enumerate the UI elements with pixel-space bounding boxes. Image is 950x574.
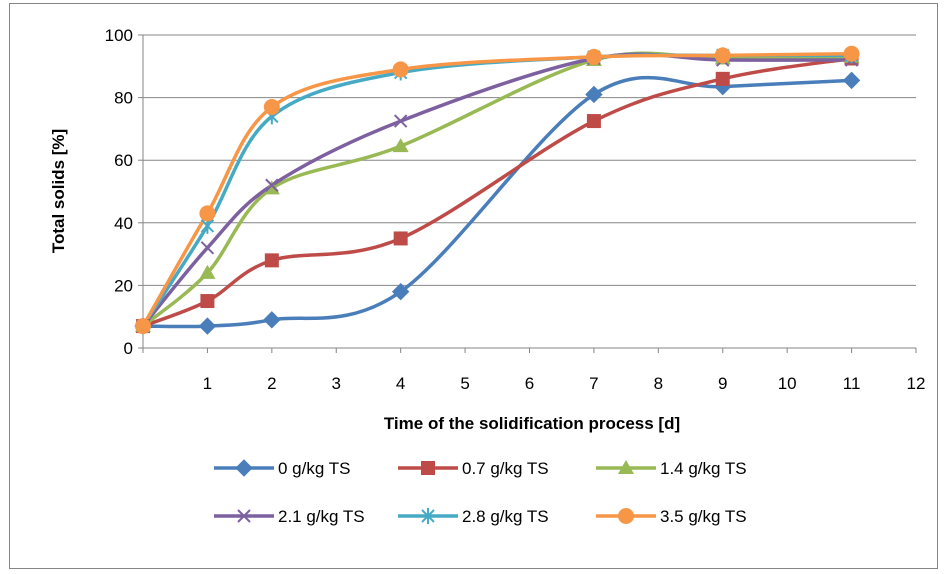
x-tick-label: 10 xyxy=(778,374,797,393)
legend-item: 2.1 g/kg TS xyxy=(214,507,365,526)
legend-label: 2.1 g/kg TS xyxy=(278,507,365,526)
data-point xyxy=(392,138,409,153)
x-tick-label: 2 xyxy=(267,374,276,393)
data-point xyxy=(200,241,215,255)
legend-swatch-marker xyxy=(237,509,251,523)
data-point xyxy=(265,178,279,192)
data-point xyxy=(393,114,408,128)
legend-label: 0 g/kg TS xyxy=(278,459,350,478)
y-tick-label: 80 xyxy=(114,89,133,108)
legend-swatch-marker xyxy=(421,508,435,524)
legend-label: 0.7 g/kg TS xyxy=(462,459,549,478)
data-point xyxy=(263,180,280,195)
data-point xyxy=(198,317,217,335)
data-point xyxy=(199,264,216,279)
data-point xyxy=(263,98,280,115)
data-point xyxy=(135,318,151,335)
y-tick-label: 40 xyxy=(114,214,133,233)
y-axis-title: Total solids [%] xyxy=(49,129,68,253)
data-point xyxy=(199,205,216,222)
y-tick-label: 100 xyxy=(105,26,133,45)
legend-swatch-marker xyxy=(421,461,435,475)
gridlines xyxy=(143,34,916,286)
data-point xyxy=(200,294,215,309)
x-tick-label: 11 xyxy=(843,374,861,393)
legend: 0 g/kg TS 0.7 g/kg TS 1.4 g/kg TS 2.1 g/kg … xyxy=(214,459,747,526)
data-point xyxy=(586,114,601,129)
x-tick-label: 8 xyxy=(654,374,663,393)
data-point xyxy=(392,61,409,78)
x-tick-label: 4 xyxy=(396,374,405,393)
data-point xyxy=(714,47,731,64)
x-tick-label: 9 xyxy=(718,374,727,393)
data-point xyxy=(585,85,603,104)
data-point xyxy=(715,71,730,86)
series-markers xyxy=(134,45,861,335)
x-tick-label: 7 xyxy=(589,374,598,393)
y-tick-label: 60 xyxy=(114,151,133,170)
data-point xyxy=(263,311,281,329)
x-tick-label: 3 xyxy=(332,374,341,393)
x-tick-labels: 1 2 3 4 5 6 7 8 9 10 11 12 xyxy=(203,374,926,393)
legend-item: 0 g/kg TS xyxy=(214,459,350,478)
x-tick-label: 1 xyxy=(203,374,212,393)
legend-label: 3.5 g/kg TS xyxy=(660,507,747,526)
data-point xyxy=(842,71,861,90)
y-tick-label: 20 xyxy=(114,276,133,295)
legend-item: 3.5 g/kg TS xyxy=(596,507,747,526)
legend-swatch-marker xyxy=(235,459,253,477)
axes xyxy=(138,34,917,353)
x-axis-title: Time of the solidification process [d] xyxy=(384,414,680,433)
data-point xyxy=(585,48,602,65)
legend-label: 1.4 g/kg TS xyxy=(660,459,747,478)
legend-item: 2.8 g/kg TS xyxy=(398,507,549,526)
x-tick-label: 5 xyxy=(460,374,469,393)
y-tick-label: 0 xyxy=(124,339,133,358)
legend-label: 2.8 g/kg TS xyxy=(462,507,549,526)
data-point xyxy=(264,253,279,268)
legend-swatch-marker xyxy=(618,508,634,524)
legend-swatch-marker xyxy=(618,460,634,474)
data-point xyxy=(393,231,408,246)
x-tick-label: 12 xyxy=(907,374,926,393)
legend-item: 0.7 g/kg TS xyxy=(398,459,549,478)
data-point xyxy=(843,45,860,62)
data-point xyxy=(391,282,410,301)
x-tick-label: 6 xyxy=(525,374,534,393)
y-tick-labels: 0 20 40 60 80 100 xyxy=(105,26,133,358)
legend-item: 1.4 g/kg TS xyxy=(596,459,747,478)
